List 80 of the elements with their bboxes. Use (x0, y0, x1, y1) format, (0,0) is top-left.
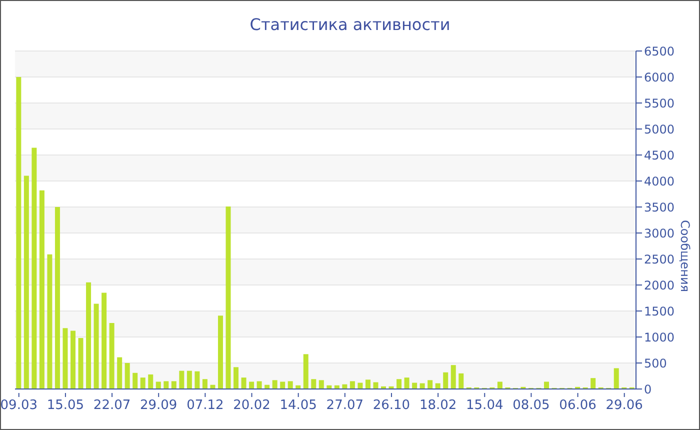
x-tick-label: 18.02 (419, 398, 457, 413)
y-tick-label: 6000 (644, 70, 675, 84)
x-tick-label: 20.02 (233, 398, 270, 413)
y-tick-label: 5500 (644, 96, 675, 110)
bar (544, 382, 550, 389)
bar (428, 380, 433, 389)
bar (78, 338, 84, 389)
bar (249, 382, 254, 389)
x-tick-label: 07.12 (186, 398, 224, 413)
y-tick-label: 500 (644, 356, 667, 370)
bar (202, 379, 208, 389)
bar (186, 370, 192, 389)
x-tick-label: 29.06 (606, 398, 643, 413)
x-tick-label: 14.05 (280, 398, 317, 413)
bar (24, 176, 29, 389)
bar (32, 148, 37, 389)
bar (102, 292, 107, 389)
chart-title: Статистика активности (248, 15, 452, 34)
bar (614, 368, 619, 389)
x-tick-label: 26.10 (372, 398, 410, 413)
bar (303, 354, 308, 389)
bar (148, 374, 154, 389)
bar (54, 207, 60, 389)
bar (156, 382, 161, 389)
bar (272, 380, 278, 389)
x-tick-label: 08.05 (512, 398, 550, 413)
x-tick-label: 09.03 (0, 398, 38, 413)
bar (234, 367, 239, 389)
x-tick-label: 06.06 (559, 398, 596, 413)
bar (47, 254, 52, 389)
y-tick-label: 5000 (644, 122, 675, 136)
bar (241, 378, 246, 389)
y-tick-label: 3000 (644, 226, 675, 240)
y-tick-label: 0 (644, 382, 652, 396)
bar (226, 206, 231, 389)
bar (396, 379, 402, 389)
y-tick-label: 4500 (644, 148, 675, 162)
y-tick-label: 3500 (644, 200, 675, 214)
bar (450, 365, 456, 389)
x-tick-label: 15.04 (466, 398, 504, 413)
bar (373, 382, 378, 389)
bar (109, 322, 114, 389)
y-tick-label: 2000 (644, 278, 675, 292)
x-tick-label: 29.09 (140, 398, 178, 413)
bar (62, 328, 68, 389)
bar (94, 304, 99, 389)
bar (443, 372, 448, 389)
y-tick-label: 1500 (644, 304, 675, 318)
bar (164, 381, 169, 389)
y-tick-label: 2500 (644, 252, 675, 266)
bar (350, 381, 355, 389)
bar (39, 190, 44, 389)
bar (256, 381, 262, 389)
bar (194, 371, 200, 389)
bar (124, 363, 130, 389)
bar (132, 372, 138, 389)
bar (365, 380, 370, 389)
bar (404, 378, 410, 389)
bar (497, 382, 502, 389)
y-tick-label: 6500 (644, 44, 675, 58)
bar (590, 378, 596, 389)
y-tick-label: 1000 (644, 330, 675, 344)
bar (311, 379, 316, 389)
bar (70, 330, 76, 389)
x-tick-label: 27.07 (326, 398, 364, 413)
bar (458, 373, 464, 389)
bar (117, 357, 122, 389)
bar (86, 282, 92, 389)
y-axis-title: Сообщения (678, 220, 692, 292)
bar (140, 378, 146, 389)
bar (218, 316, 223, 389)
x-tick-label: 22.07 (93, 398, 131, 413)
bar (318, 380, 324, 389)
bar (16, 77, 22, 389)
bar (280, 382, 286, 389)
bar (288, 381, 293, 389)
y-tick-label: 4000 (644, 174, 675, 188)
x-tick-label: 15.05 (46, 398, 84, 413)
bar (171, 381, 176, 389)
bar (179, 370, 184, 389)
